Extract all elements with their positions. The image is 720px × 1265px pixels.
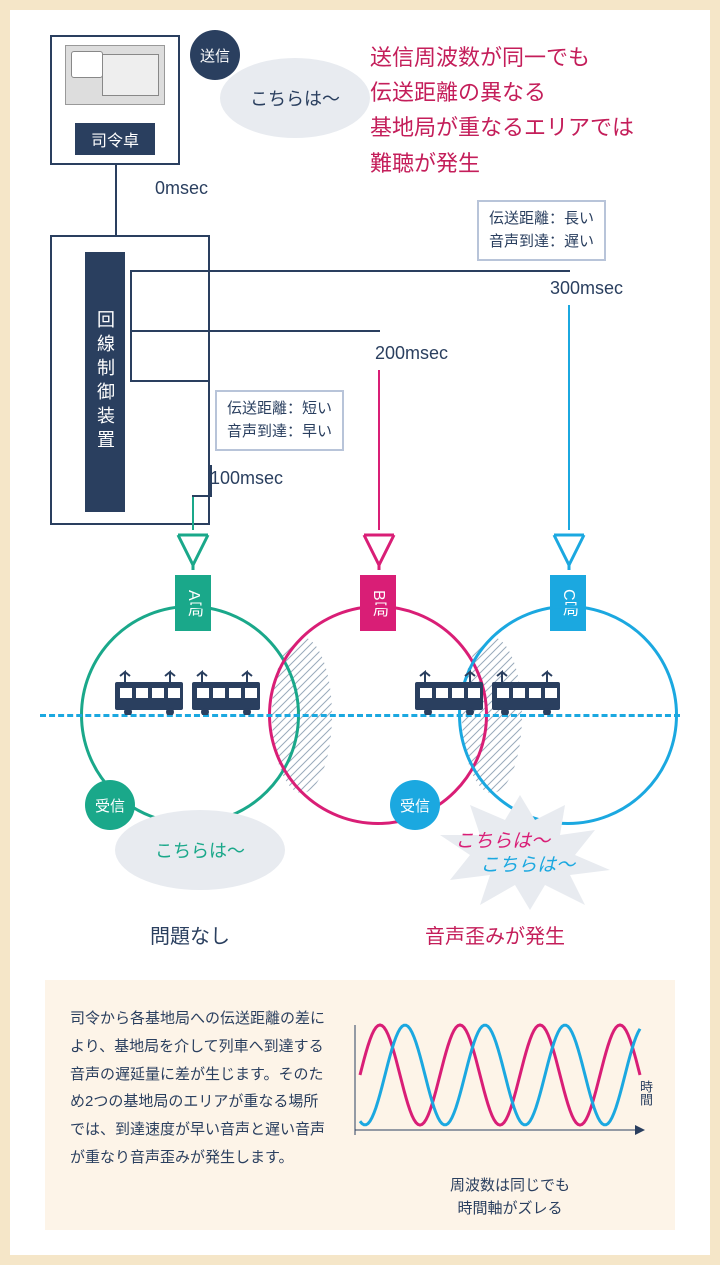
explain-text: 司令から各基地局への伝送距離の差により、基地局を介して列車へ到達する音声の遅延量… xyxy=(70,1005,330,1205)
console-box: 司令卓 xyxy=(50,35,180,165)
outer-frame: 司令卓 送信 こちらは～ 送信周波数が同一でも伝送距離の異なる基地局が重なるエリ… xyxy=(0,0,720,1265)
recv-badge-1: 受信 xyxy=(85,780,135,830)
wire xyxy=(210,465,212,495)
wire xyxy=(192,495,212,497)
recv-bubble-1: こちらは～ xyxy=(115,810,285,890)
headline-text: 送信周波数が同一でも伝送距離の異なる基地局が重なるエリアでは難聴が発生 xyxy=(370,40,634,181)
burst-text-2: こちらは～ xyxy=(480,850,575,877)
diagram-canvas: 司令卓 送信 こちらは～ 送信周波数が同一でも伝送距離の異なる基地局が重なるエリ… xyxy=(10,10,710,1255)
controller-box: 回線制御装置 xyxy=(50,235,210,525)
wave-caption: 周波数は同じでも時間軸がズレる xyxy=(410,1175,610,1220)
wave-svg xyxy=(350,1005,650,1155)
train-icon-2 xyxy=(410,670,570,715)
info-box-long: 伝送距離：長い音声到達：遅い xyxy=(477,200,606,261)
controller-label: 回線制御装置 xyxy=(85,252,125,512)
info-box-short: 伝送距離：短い音声到達：早い xyxy=(215,390,344,451)
wire xyxy=(115,165,117,235)
explain-box: 司令から各基地局への伝送距離の差により、基地局を介して列車へ到達する音声の遅延量… xyxy=(45,980,675,1230)
antenna-c-icon xyxy=(549,530,589,570)
wave-chart: 時間 周波数は同じでも時間軸がズレる xyxy=(350,1005,650,1205)
wire-b xyxy=(378,370,380,530)
delay-0: 0msec xyxy=(155,178,208,199)
antenna-b-icon xyxy=(359,530,399,570)
time-axis-label: 時間 xyxy=(636,1080,655,1106)
delay-300: 300msec xyxy=(550,278,623,299)
console-icon xyxy=(65,45,165,105)
delay-100: 100msec xyxy=(210,468,283,489)
console-label: 司令卓 xyxy=(75,123,155,155)
train-icon-1 xyxy=(110,670,270,715)
wire-c xyxy=(568,305,570,530)
result-ng: 音声歪みが発生 xyxy=(425,920,565,949)
result-ok: 問題なし xyxy=(150,920,230,949)
antenna-a-icon xyxy=(173,530,213,570)
send-bubble: こちらは～ xyxy=(220,58,370,138)
wire-a xyxy=(192,495,194,530)
send-badge: 送信 xyxy=(190,30,240,80)
burst-text-1: こちらは～ xyxy=(455,826,550,853)
delay-200: 200msec xyxy=(375,343,448,364)
